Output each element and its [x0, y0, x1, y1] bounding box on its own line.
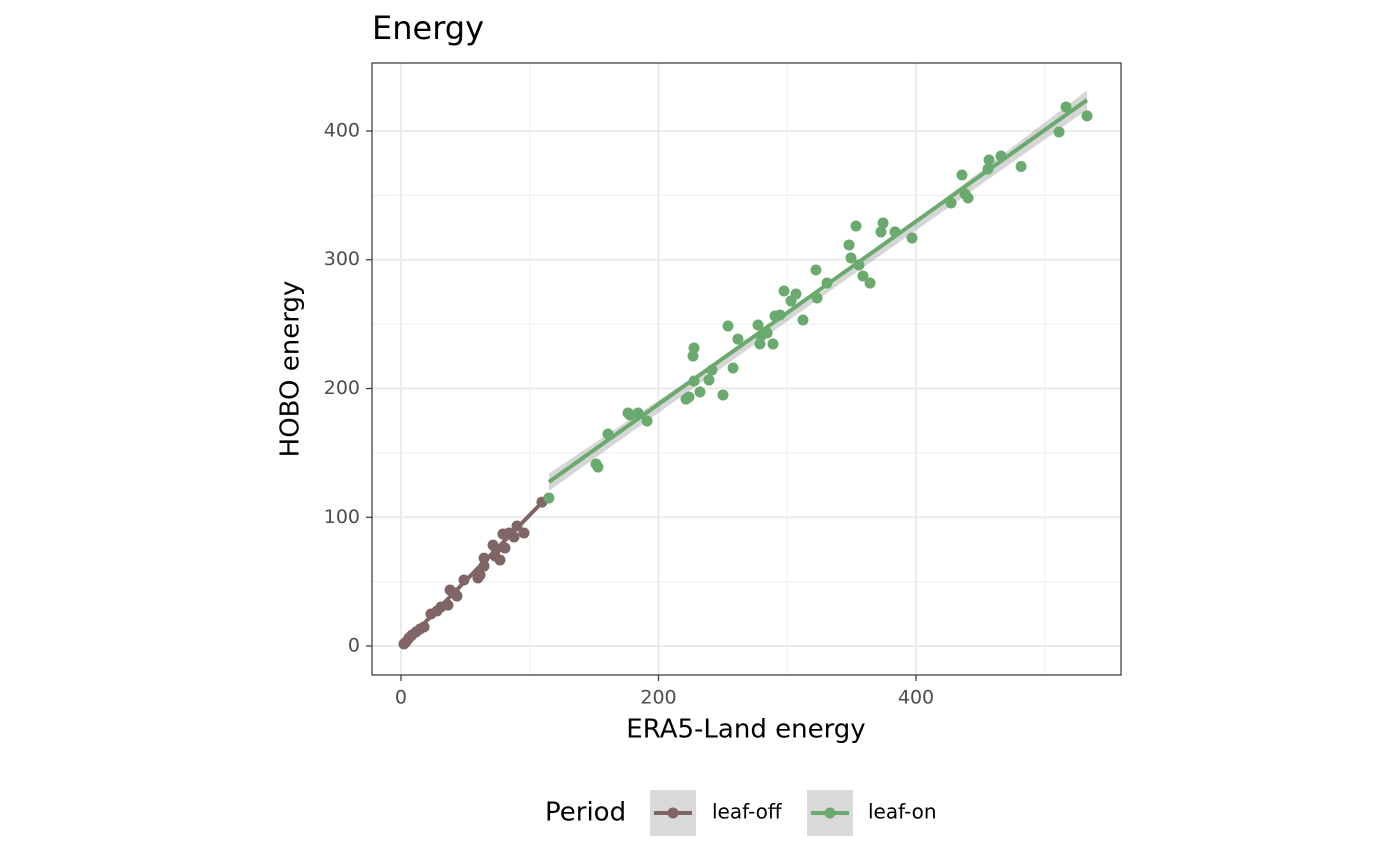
y-tick-label: 0: [348, 635, 360, 657]
y-axis-title: HOBO energy: [276, 281, 306, 458]
legend-label: leaf-on: [868, 800, 937, 824]
point: [767, 338, 779, 350]
point: [1060, 101, 1072, 113]
point: [857, 270, 869, 282]
point: [906, 232, 918, 244]
x-tick-label: 400: [898, 687, 934, 709]
panel-border: [371, 62, 1122, 676]
point: [694, 386, 706, 398]
y-tick-label: 200: [324, 377, 360, 399]
point: [494, 554, 506, 566]
point: [810, 264, 822, 276]
point: [592, 461, 604, 473]
point: [956, 169, 968, 181]
point: [1053, 126, 1065, 138]
point: [790, 288, 802, 300]
point: [778, 285, 790, 297]
point: [641, 415, 653, 427]
x-axis-title: ERA5-Land energy: [626, 715, 865, 745]
point: [683, 391, 695, 403]
point: [875, 226, 887, 238]
legend-label: leaf-off: [712, 800, 783, 824]
point: [727, 362, 739, 374]
x-tick-label: 200: [640, 687, 676, 709]
point: [877, 217, 889, 229]
point: [474, 569, 486, 581]
point: [754, 338, 766, 350]
fit-line: [547, 98, 1089, 484]
y-tick-label: 300: [324, 248, 360, 270]
point: [687, 350, 699, 362]
confidence-band: [548, 90, 1088, 491]
point: [1081, 110, 1093, 122]
plot-area: 0 200 400 0 100 200 300 400: [324, 62, 1122, 709]
point: [717, 389, 729, 401]
x-tick-label: 0: [395, 687, 407, 709]
point: [864, 277, 876, 289]
point: [1015, 161, 1027, 173]
point: [543, 492, 555, 504]
y-tick-label: 100: [324, 506, 360, 528]
legend: Period leaf-off leaf-on: [545, 790, 937, 836]
legend-key-point: [824, 807, 836, 819]
point: [703, 374, 715, 386]
y-tick-label: 400: [324, 119, 360, 141]
point: [722, 320, 734, 332]
legend-key-point: [667, 807, 679, 819]
point: [732, 333, 744, 345]
chart-title: Energy: [372, 9, 484, 47]
point: [962, 192, 974, 204]
point: [518, 527, 530, 539]
point: [797, 314, 809, 326]
point: [843, 239, 855, 251]
point: [688, 342, 700, 354]
point: [845, 252, 857, 264]
point: [983, 154, 995, 166]
legend-title: Period: [545, 798, 626, 828]
point: [850, 220, 862, 232]
fit-line: [402, 501, 544, 646]
point: [752, 319, 764, 331]
